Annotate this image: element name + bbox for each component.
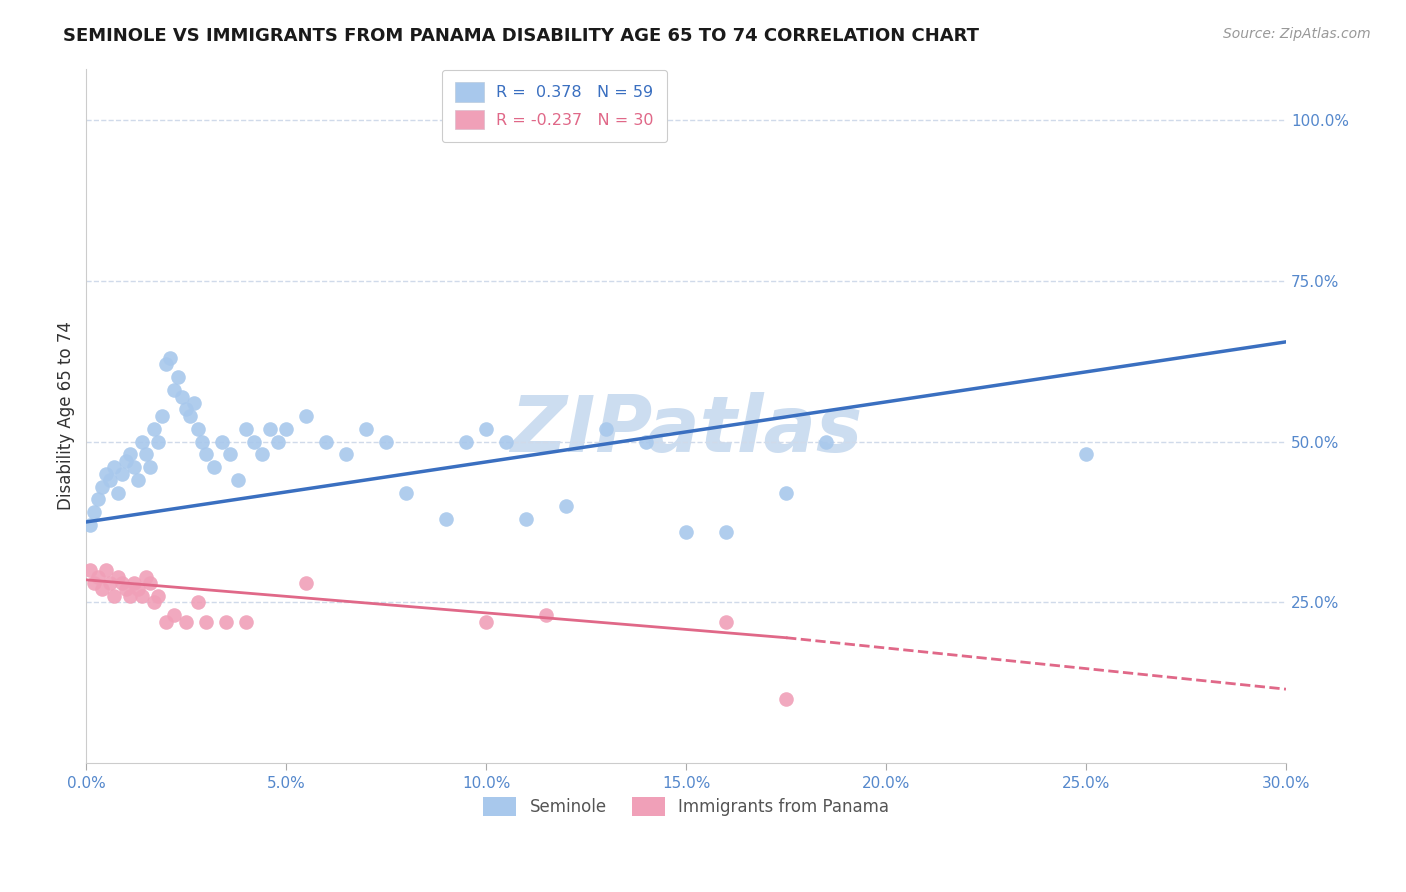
Text: ZIPatlas: ZIPatlas (510, 392, 862, 467)
Point (150, 409, 173, 423)
Point (215, 615, 238, 629)
Point (202, 460, 225, 475)
Point (87, 569, 110, 583)
Point (139, 576, 162, 591)
Point (775, 486, 797, 500)
Point (219, 447, 242, 461)
Point (120, 447, 142, 461)
Point (354, 422, 377, 436)
Point (172, 390, 194, 404)
Point (714, 615, 737, 629)
Point (515, 512, 537, 526)
Point (714, 524, 737, 539)
Point (211, 434, 233, 449)
Point (83, 505, 105, 519)
Point (107, 569, 129, 583)
Point (148, 589, 170, 603)
Point (96, 563, 118, 577)
Point (335, 447, 357, 461)
Point (815, 434, 838, 449)
Point (243, 434, 266, 449)
Point (595, 422, 617, 436)
Point (235, 615, 257, 629)
Point (87, 492, 110, 507)
Point (475, 422, 498, 436)
Point (107, 486, 129, 500)
Point (135, 447, 157, 461)
Point (252, 447, 274, 461)
Point (163, 383, 186, 397)
Point (98, 576, 121, 591)
Point (91, 582, 114, 597)
Point (395, 486, 418, 500)
Point (434, 512, 457, 526)
Point (174, 402, 197, 417)
Point (191, 434, 214, 449)
Point (555, 499, 578, 513)
Point (96, 467, 118, 481)
Point (195, 447, 218, 461)
Point (179, 409, 201, 423)
Point (131, 434, 153, 449)
Point (148, 434, 170, 449)
Point (174, 615, 197, 629)
Point (295, 409, 318, 423)
Point (91, 479, 114, 493)
Point (226, 473, 249, 487)
Point (195, 615, 218, 629)
Text: Source: ZipAtlas.com: Source: ZipAtlas.com (1223, 27, 1371, 41)
Point (131, 589, 153, 603)
Point (1074, 447, 1097, 461)
Text: SEMINOLE VS IMMIGRANTS FROM PANAMA DISABILITY AGE 65 TO 74 CORRELATION CHART: SEMINOLE VS IMMIGRANTS FROM PANAMA DISAB… (63, 27, 979, 45)
Point (159, 351, 181, 365)
Point (103, 460, 125, 475)
Legend: Seminole, Immigrants from Panama: Seminole, Immigrants from Panama (475, 789, 897, 824)
Point (127, 473, 149, 487)
Point (115, 582, 138, 597)
Point (79, 563, 101, 577)
Point (120, 589, 142, 603)
Point (135, 569, 157, 583)
Point (495, 434, 517, 449)
Point (163, 608, 186, 623)
Point (111, 467, 134, 481)
Point (139, 460, 162, 475)
Point (167, 370, 190, 384)
Point (124, 460, 146, 475)
Point (187, 422, 209, 436)
Point (259, 422, 281, 436)
Point (127, 582, 149, 597)
Point (143, 422, 166, 436)
Point (534, 608, 557, 623)
Point (315, 434, 337, 449)
Point (111, 576, 134, 591)
Point (375, 434, 398, 449)
Point (775, 691, 797, 706)
Y-axis label: Disability Age 65 to 74: Disability Age 65 to 74 (58, 321, 75, 510)
Point (103, 589, 125, 603)
Point (183, 396, 205, 410)
Point (456, 434, 478, 449)
Point (187, 595, 209, 609)
Point (475, 615, 498, 629)
Point (115, 454, 138, 468)
Point (155, 615, 177, 629)
Point (235, 422, 257, 436)
Point (124, 576, 146, 591)
Point (79, 518, 101, 533)
Point (155, 357, 177, 371)
Point (143, 595, 166, 609)
Point (636, 434, 658, 449)
Point (675, 524, 697, 539)
Point (83, 576, 105, 591)
Point (276, 422, 298, 436)
Point (98, 473, 121, 487)
Point (267, 434, 290, 449)
Point (295, 576, 318, 591)
